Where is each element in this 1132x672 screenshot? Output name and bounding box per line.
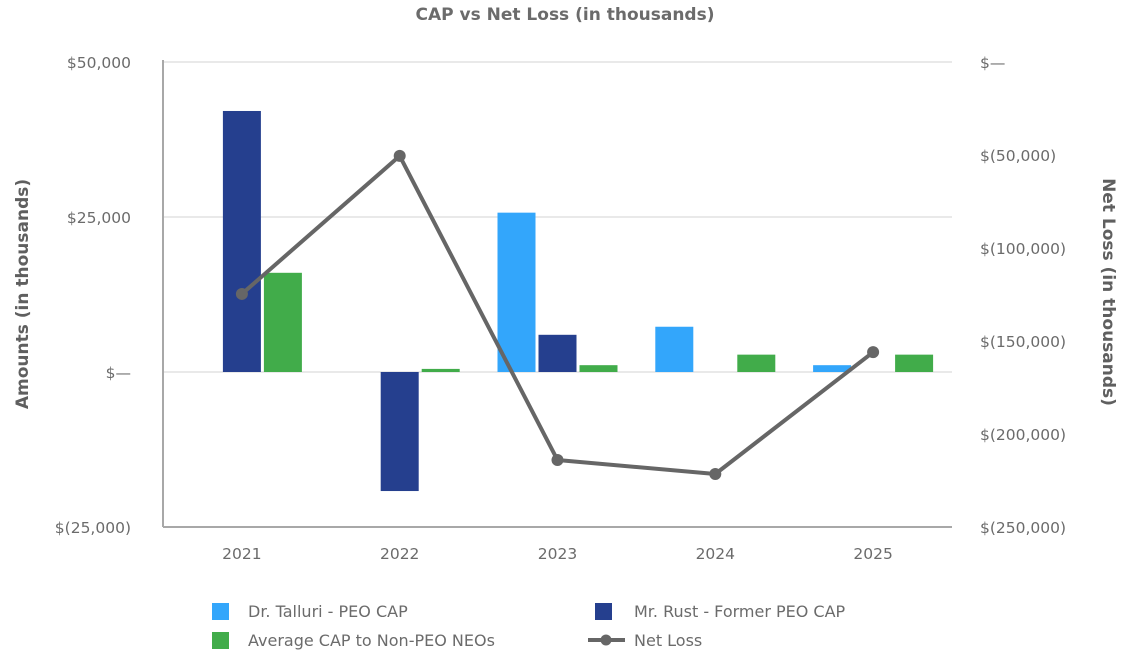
x-tick-label: 2022 [380, 545, 419, 563]
net-loss-line [235, 149, 880, 480]
y2-tick-label: $— [980, 54, 1005, 72]
legend-swatch-talluri [212, 603, 229, 620]
net-loss-point-2023 [551, 454, 564, 467]
axes [162, 60, 952, 528]
bar-average-cap-to-non-peo-neos-2025 [895, 354, 934, 372]
y2-axis-label: Net Loss (in thousands) [1098, 178, 1118, 406]
net-loss-point-2021 [235, 287, 248, 300]
bar-mr-rust-former-peo-cap-2023 [538, 334, 577, 372]
y2-tick-label: $(150,000) [980, 333, 1066, 351]
bar-average-cap-to-non-peo-neos-2023 [579, 365, 618, 372]
y2-tick-label: $(200,000) [980, 426, 1066, 444]
y-axis-label: Amounts (in thousands) [13, 179, 33, 409]
legend-swatch-non-peo [212, 632, 229, 649]
net-loss-point-2025 [867, 346, 880, 359]
legend-swatch-rust [595, 603, 612, 620]
net-loss-point-2024 [709, 467, 722, 480]
legend-marker-net-loss [600, 634, 612, 646]
bar-dr-talluri-peo-cap-2025 [813, 365, 852, 372]
bar-dr-talluri-peo-cap-2024 [655, 326, 694, 372]
y2-tick-label: $(50,000) [980, 147, 1056, 165]
bars [222, 110, 934, 492]
y2-tick-label: $(100,000) [980, 240, 1066, 258]
bar-average-cap-to-non-peo-neos-2022 [421, 368, 460, 372]
y-tick-label: $25,000 [67, 209, 131, 227]
left-axis-ticks: $50,000 $25,000 $— $(25,000) [55, 54, 131, 537]
net-loss-point-2022 [393, 149, 406, 162]
x-tick-label: 2024 [696, 545, 735, 563]
y-tick-label: $(25,000) [55, 519, 131, 537]
x-tick-label: 2023 [538, 545, 577, 563]
x-axis-ticks: 2021 2022 2023 2024 2025 [222, 545, 893, 563]
bar-average-cap-to-non-peo-neos-2021 [263, 272, 302, 372]
bar-mr-rust-former-peo-cap-2022 [380, 372, 419, 492]
x-tick-label: 2021 [222, 545, 261, 563]
chart-title: CAP vs Net Loss (in thousands) [416, 5, 715, 25]
legend: Dr. Talluri - PEO CAP Mr. Rust - Former … [212, 602, 846, 650]
y2-tick-label: $(250,000) [980, 519, 1066, 537]
y-tick-label: $50,000 [67, 54, 131, 72]
right-axis-ticks: $— $(50,000) $(100,000) $(150,000) $(200,000… [980, 54, 1066, 537]
x-tick-label: 2025 [853, 545, 892, 563]
y-tick-label: $— [106, 364, 131, 382]
legend-label-non-peo: Average CAP to Non-PEO NEOs [248, 631, 495, 650]
legend-label-net-loss: Net Loss [634, 631, 702, 650]
bar-mr-rust-former-peo-cap-2021 [222, 110, 261, 372]
legend-label-rust: Mr. Rust - Former PEO CAP [634, 602, 846, 621]
bar-dr-talluri-peo-cap-2023 [497, 212, 536, 372]
bar-average-cap-to-non-peo-neos-2024 [737, 354, 776, 372]
legend-label-talluri: Dr. Talluri - PEO CAP [248, 602, 408, 621]
net-loss-polyline [240, 153, 875, 476]
